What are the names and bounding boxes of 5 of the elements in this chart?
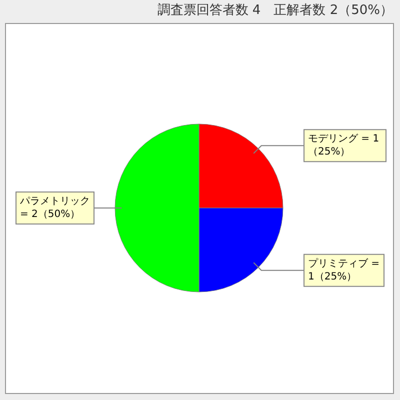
slice-label: プリミティブ = 1（25%） bbox=[308, 257, 380, 282]
slice-label: モデリング = 1（25%） bbox=[308, 134, 380, 158]
data-label: = 2（50%） bbox=[20, 209, 80, 220]
chart-title: 調査票回答者数 4 正解者数 2（50%） bbox=[157, 3, 393, 18]
slice-label: パラメトリック bbox=[19, 196, 90, 207]
